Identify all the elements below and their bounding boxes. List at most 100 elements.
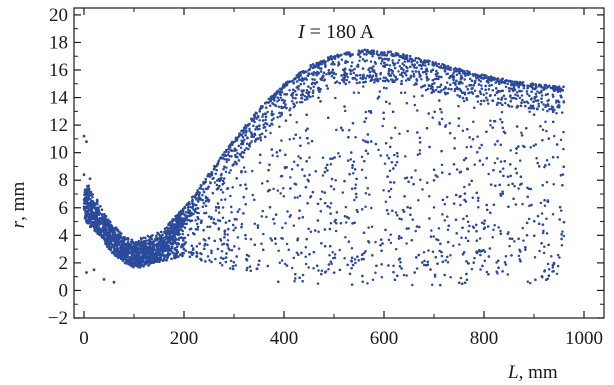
scatter-point (499, 143, 503, 147)
scatter-point (391, 209, 394, 213)
scatter-point (362, 80, 365, 84)
scatter-point (212, 168, 216, 171)
scatter-point (383, 162, 387, 165)
scatter-point (280, 90, 284, 94)
scatter-point (504, 97, 507, 101)
scatter-point (281, 106, 285, 109)
scatter-point (518, 96, 522, 100)
scatter-point (108, 220, 112, 223)
scatter-point (297, 88, 300, 91)
scatter-point (466, 69, 469, 73)
scatter-point (276, 116, 279, 119)
scatter-point (239, 146, 243, 150)
scatter-point (223, 198, 227, 201)
scatter-point (309, 64, 313, 67)
scatter-point (341, 128, 344, 132)
scatter-point (366, 187, 370, 190)
scatter-point (394, 211, 398, 214)
scatter-point (455, 168, 459, 171)
scatter-point (327, 268, 330, 271)
scatter-point (308, 173, 311, 177)
scatter-point (440, 110, 443, 114)
scatter-point (350, 246, 354, 250)
scatter-point (487, 272, 490, 276)
scatter-point (535, 95, 538, 98)
scatter-point (535, 156, 538, 160)
scatter-point (515, 151, 518, 155)
scatter-point (203, 244, 206, 247)
scatter-point (287, 248, 291, 251)
scatter-point (234, 226, 237, 230)
scatter-point (364, 77, 368, 80)
scatter-point (420, 85, 423, 89)
scatter-point (333, 63, 336, 66)
scatter-point (527, 217, 531, 221)
scatter-point (352, 160, 356, 163)
scatter-point (373, 60, 377, 64)
scatter-point (283, 262, 287, 266)
scatter-point (556, 253, 560, 257)
scatter-point (437, 90, 440, 94)
scatter-point (397, 70, 400, 73)
scatter-point (327, 68, 331, 72)
scatter-point (130, 238, 134, 242)
scatter-point (488, 247, 492, 250)
scatter-point (416, 153, 420, 157)
scatter-point (405, 74, 408, 77)
scatter-point (288, 138, 292, 141)
scatter-point (100, 208, 104, 211)
scatter-point (388, 102, 391, 105)
scatter-point (214, 209, 218, 212)
scatter-point (558, 256, 561, 259)
scatter-point (439, 83, 443, 86)
scatter-point (222, 168, 225, 171)
scatter-point (405, 242, 408, 245)
scatter-point (462, 158, 466, 162)
scatter-point (511, 182, 514, 186)
scatter-point (202, 190, 206, 194)
scatter-point (416, 61, 419, 64)
scatter-point (501, 103, 504, 107)
scatter-point (323, 201, 327, 205)
scatter-point (456, 94, 459, 97)
scatter-point (252, 135, 256, 138)
scatter-point (328, 227, 332, 231)
scatter-point (434, 88, 438, 92)
scatter-point (241, 142, 245, 146)
scatter-point (515, 91, 519, 94)
scatter-point (409, 213, 412, 217)
scatter-point (517, 187, 520, 190)
scatter-point (384, 76, 387, 80)
scatter-point (543, 204, 547, 208)
scatter-point (446, 72, 450, 76)
scatter-point (480, 84, 483, 87)
scatter-point (420, 77, 423, 81)
scatter-point (379, 62, 383, 65)
scatter-point (522, 239, 525, 242)
scatter-point (482, 93, 485, 96)
scatter-point (452, 71, 455, 75)
scatter-point (430, 283, 434, 286)
scatter-point (520, 89, 523, 93)
scatter-point (261, 113, 265, 116)
scatter-point (232, 229, 235, 232)
scatter-point (513, 240, 516, 243)
scatter-point (428, 217, 431, 220)
scatter-point (279, 115, 282, 118)
scatter-point (247, 147, 250, 151)
scatter-point (374, 142, 378, 146)
scatter-point (526, 186, 529, 189)
scatter-point (311, 78, 314, 81)
scatter-point (270, 118, 274, 122)
scatter-point (398, 64, 402, 68)
scatter-point (448, 131, 452, 135)
scatter-point (155, 246, 158, 250)
scatter-point (294, 133, 298, 136)
scatter-point (387, 212, 390, 215)
scatter-point (236, 236, 240, 239)
scatter-point (560, 111, 564, 114)
scatter-point (437, 77, 440, 81)
scatter-point (363, 48, 367, 51)
scatter-point (244, 170, 247, 174)
scatter-point (525, 100, 529, 103)
